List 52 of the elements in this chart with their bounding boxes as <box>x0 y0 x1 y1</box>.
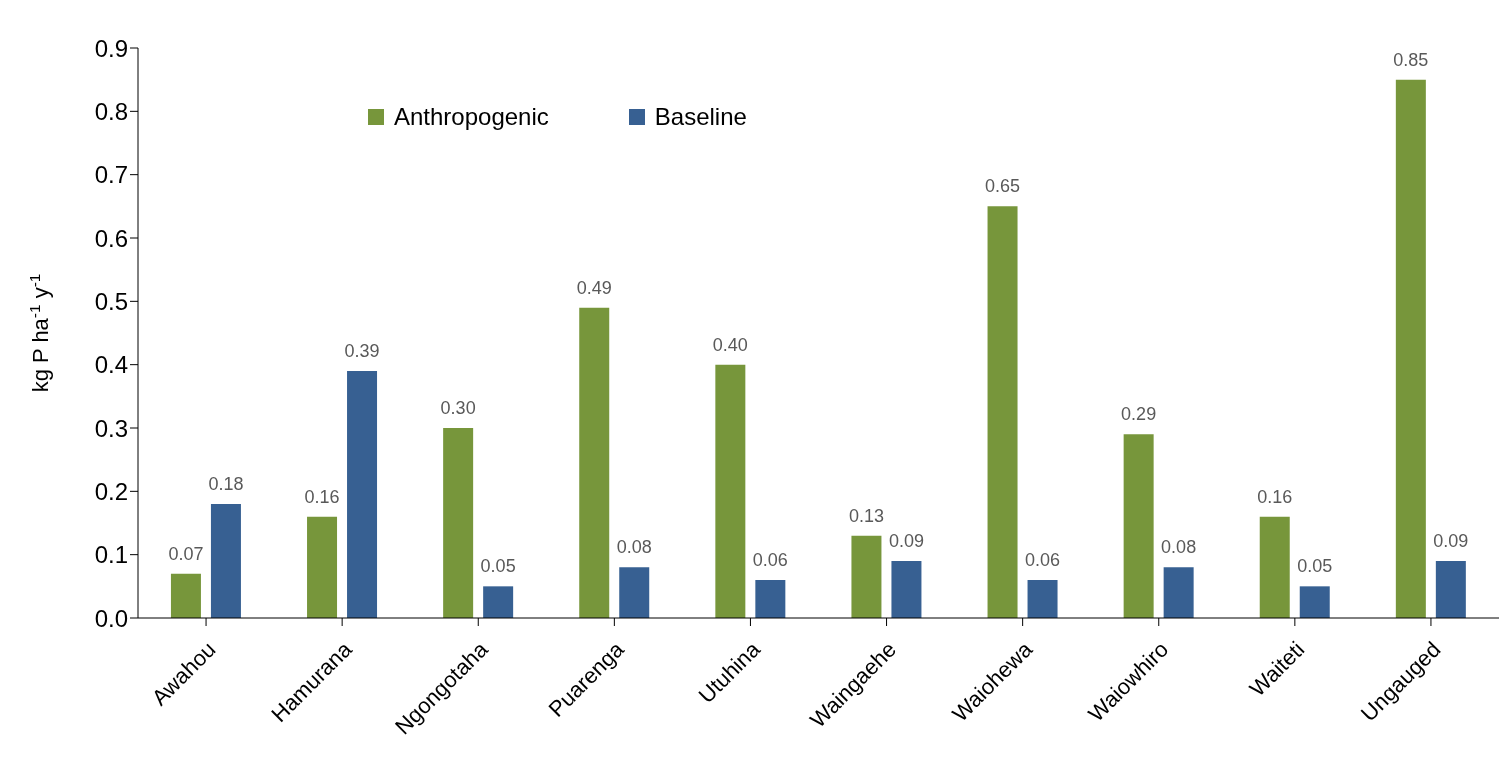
bar <box>891 561 922 618</box>
bar <box>1163 567 1194 618</box>
data-label: 0.13 <box>848 505 884 526</box>
y-tick-label: 0.8 <box>94 97 128 125</box>
data-label: 0.30 <box>440 398 476 418</box>
bar <box>579 307 610 618</box>
data-label: 0.07 <box>168 543 204 564</box>
bar <box>210 504 241 618</box>
bar <box>755 580 786 618</box>
bar <box>619 567 650 618</box>
data-label: 0.09 <box>1433 531 1469 551</box>
data-label: 0.40 <box>712 334 748 355</box>
data-label: 0.05 <box>1297 556 1333 577</box>
data-label: 0.29 <box>1121 404 1157 425</box>
data-label: 0.49 <box>576 277 612 298</box>
data-label: 0.39 <box>344 341 380 361</box>
data-label: 0.09 <box>888 531 924 551</box>
y-tick-label: 0.0 <box>94 604 128 632</box>
legend-label: Anthropogenic <box>394 103 549 131</box>
data-label: 0.05 <box>480 556 516 577</box>
data-label: 0.06 <box>752 550 788 570</box>
bar <box>347 371 378 618</box>
legend-label: Baseline <box>654 103 747 131</box>
y-tick-label: 0.6 <box>94 224 128 252</box>
data-label: 0.16 <box>1257 486 1293 507</box>
data-label: 0.08 <box>616 537 652 558</box>
bar <box>1395 79 1426 618</box>
bar <box>987 206 1018 618</box>
bar <box>443 428 474 618</box>
y-tick-label: 0.9 <box>94 34 128 62</box>
bar <box>1123 434 1154 618</box>
y-tick-label: 0.1 <box>94 541 128 569</box>
y-tick-label: 0.5 <box>94 287 128 315</box>
data-label: 0.18 <box>208 474 244 494</box>
data-label: 0.65 <box>985 176 1021 197</box>
bar <box>1259 516 1290 618</box>
y-tick-label: 0.3 <box>94 414 128 442</box>
data-label: 0.85 <box>1393 49 1429 70</box>
bar <box>851 535 882 618</box>
bar <box>170 573 201 618</box>
bar <box>307 516 338 618</box>
bar <box>483 586 514 618</box>
data-label: 0.16 <box>304 486 340 507</box>
y-tick-label: 0.7 <box>94 161 128 189</box>
data-label: 0.08 <box>1161 537 1197 558</box>
data-label: 0.06 <box>1025 550 1061 570</box>
bar <box>1435 561 1466 618</box>
bar <box>715 364 746 618</box>
bar <box>1027 580 1058 618</box>
y-tick-label: 0.4 <box>94 351 128 379</box>
bar <box>1299 586 1330 618</box>
y-tick-label: 0.2 <box>94 477 128 505</box>
